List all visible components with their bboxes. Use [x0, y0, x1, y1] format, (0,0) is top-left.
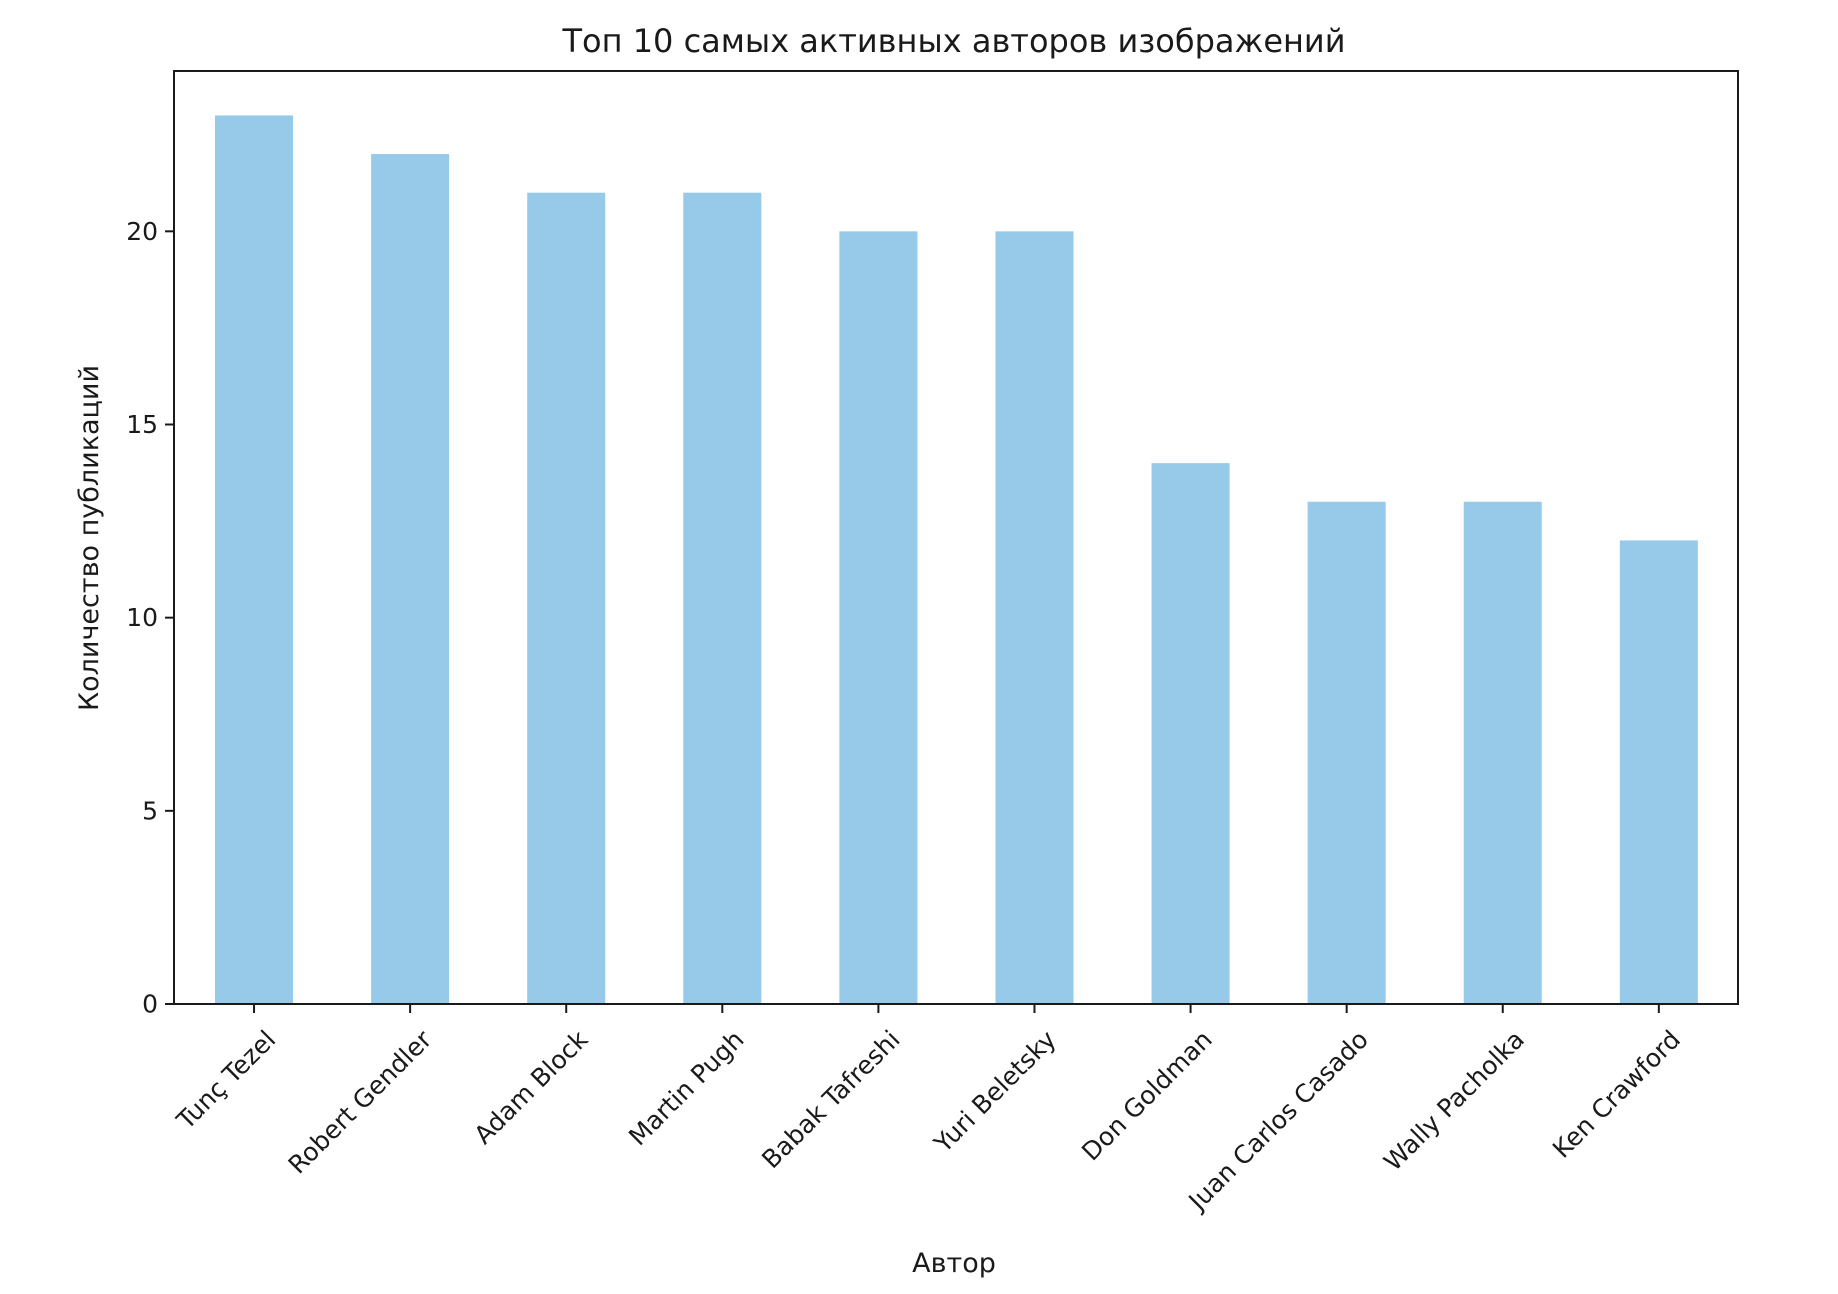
bar-1 [371, 154, 450, 1004]
y-tick-label-0: 0 [142, 990, 158, 1019]
x-tick-label-0: Tunç Tezel [170, 1025, 281, 1136]
x-axis-title: Автор [912, 1248, 996, 1279]
y-axis-title: Количество публикаций [74, 365, 105, 711]
bar-4 [839, 231, 918, 1004]
bar-7 [1307, 501, 1386, 1004]
x-tick-label-5: Yuri Beletsky [928, 1025, 1062, 1159]
x-tick-label-3: Martin Pugh [623, 1025, 750, 1152]
x-tick-label-9: Ken Crawford [1547, 1025, 1686, 1164]
y-tick-label-3: 15 [126, 410, 158, 439]
x-tick-label-6: Don Goldman [1076, 1025, 1218, 1167]
bar-3 [683, 192, 762, 1004]
y-axis: 0 5 10 15 20 [126, 217, 174, 1019]
x-tick-label-8: Wally Pacholka [1378, 1025, 1530, 1177]
bar-2 [527, 192, 606, 1004]
plot-frame [173, 70, 1739, 1005]
y-tick-label-1: 5 [142, 796, 158, 825]
chart-title: Топ 10 самых активных авторов изображени… [561, 22, 1345, 60]
x-tick-label-1: Robert Gendler [283, 1024, 438, 1179]
x-axis: Tunç Tezel Robert Gendler Adam Block Martin… [170, 1004, 1686, 1217]
x-tick-label-4: Babak Tafreshi [756, 1025, 905, 1174]
bar-6 [1151, 463, 1230, 1004]
x-tick-label-7: Juan Carlos Casado [1182, 1025, 1374, 1217]
bar-8 [1463, 501, 1542, 1004]
bar-9 [1619, 540, 1698, 1004]
bars-group [215, 115, 1698, 1004]
bar-5 [995, 231, 1074, 1004]
y-tick-label-2: 10 [126, 603, 158, 632]
x-tick-label-2: Adam Block [468, 1024, 593, 1149]
bar-0 [215, 115, 294, 1004]
y-tick-label-4: 20 [126, 217, 158, 246]
